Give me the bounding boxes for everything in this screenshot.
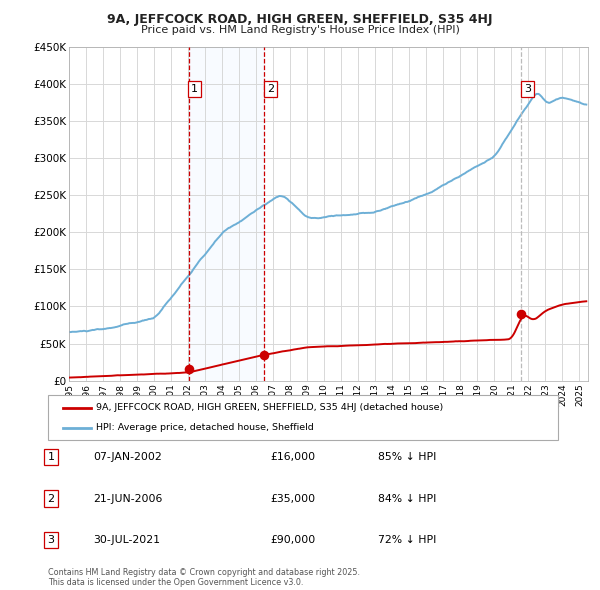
Text: 2: 2: [47, 494, 55, 503]
Text: 07-JAN-2002: 07-JAN-2002: [93, 453, 162, 462]
Point: [184, 364, 193, 373]
Text: 9A, JEFFCOCK ROAD, HIGH GREEN, SHEFFIELD, S35 4HJ: 9A, JEFFCOCK ROAD, HIGH GREEN, SHEFFIELD…: [107, 13, 493, 26]
Text: £16,000: £16,000: [270, 453, 315, 462]
Text: 30-JUL-2021: 30-JUL-2021: [93, 535, 160, 545]
Text: HPI: Average price, detached house, Sheffield: HPI: Average price, detached house, Shef…: [97, 423, 314, 432]
Text: 1: 1: [47, 453, 55, 462]
Text: 2: 2: [267, 84, 274, 94]
Text: 9A, JEFFCOCK ROAD, HIGH GREEN, SHEFFIELD, S35 4HJ (detached house): 9A, JEFFCOCK ROAD, HIGH GREEN, SHEFFIELD…: [97, 403, 444, 412]
Point: [517, 309, 526, 319]
Text: 1: 1: [191, 84, 198, 94]
Text: 3: 3: [47, 535, 55, 545]
Point: [259, 350, 269, 359]
Text: 85% ↓ HPI: 85% ↓ HPI: [378, 453, 436, 462]
FancyBboxPatch shape: [48, 395, 558, 440]
Text: 3: 3: [524, 84, 531, 94]
Text: 21-JUN-2006: 21-JUN-2006: [93, 494, 163, 503]
Text: 84% ↓ HPI: 84% ↓ HPI: [378, 494, 436, 503]
Text: 72% ↓ HPI: 72% ↓ HPI: [378, 535, 436, 545]
Text: Contains HM Land Registry data © Crown copyright and database right 2025.
This d: Contains HM Land Registry data © Crown c…: [48, 568, 360, 587]
Text: Price paid vs. HM Land Registry's House Price Index (HPI): Price paid vs. HM Land Registry's House …: [140, 25, 460, 35]
Text: £90,000: £90,000: [270, 535, 315, 545]
Bar: [188, 47, 264, 381]
Text: £35,000: £35,000: [270, 494, 315, 503]
